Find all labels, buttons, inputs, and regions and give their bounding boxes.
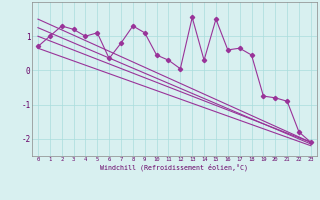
X-axis label: Windchill (Refroidissement éolien,°C): Windchill (Refroidissement éolien,°C) — [100, 164, 248, 171]
